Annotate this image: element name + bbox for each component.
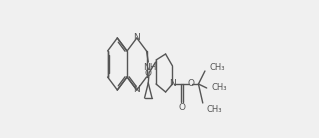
Text: O: O <box>187 79 194 88</box>
Text: N: N <box>169 79 176 88</box>
Text: O: O <box>145 70 152 79</box>
Text: CH₃: CH₃ <box>206 105 222 115</box>
Text: N: N <box>133 34 140 43</box>
Text: CH₃: CH₃ <box>210 63 225 72</box>
Text: CH₃: CH₃ <box>211 83 227 92</box>
Text: O: O <box>179 103 186 112</box>
Text: N: N <box>133 86 140 95</box>
Text: NH: NH <box>143 63 157 71</box>
